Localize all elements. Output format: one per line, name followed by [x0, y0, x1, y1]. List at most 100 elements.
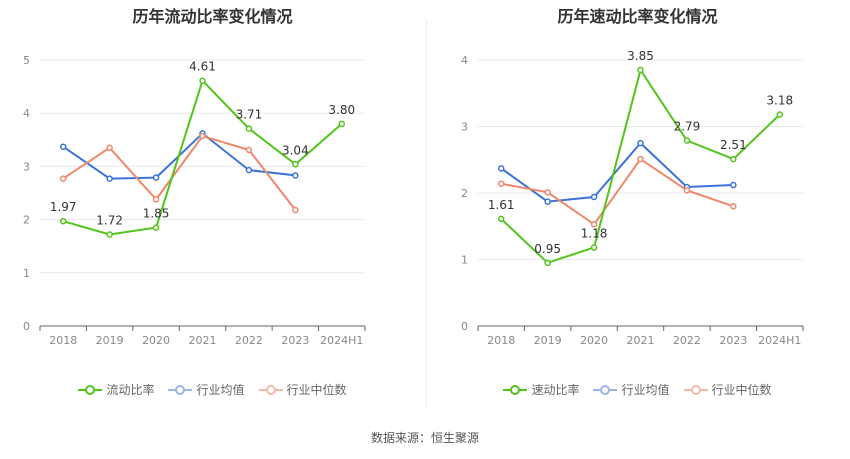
series-line	[62, 134, 297, 211]
x-tick-label: 2022	[673, 334, 701, 347]
y-tick-label: 0	[461, 320, 468, 333]
data-label: 1.97	[50, 200, 77, 214]
legend-company-icon	[503, 384, 528, 395]
chart-current-ratio: 历年流动比率变化情况 0 1 2 3 4 5 2018 2019 2020 2021 2022 202…	[0, 0, 425, 420]
legend: 流动比率 行业均值 行业中位数	[0, 381, 425, 398]
data-point	[338, 120, 346, 128]
data-point	[730, 203, 737, 210]
data-label: 3.04	[282, 143, 309, 157]
chart-title: 历年流动比率变化情况	[132, 7, 293, 26]
data-point	[199, 77, 206, 84]
legend-item-industry-avg[interactable]: 行业均值	[593, 381, 670, 398]
legend-label: 行业中位数	[286, 383, 347, 397]
data-point	[683, 137, 691, 144]
data-point	[59, 143, 67, 150]
data-label: 3.18	[766, 94, 793, 108]
y-tick-label: 3	[461, 121, 468, 134]
data-point	[292, 206, 299, 214]
y-tick-label: 4	[461, 54, 468, 67]
data-point	[730, 181, 737, 189]
data-point	[637, 66, 644, 74]
data-point	[637, 139, 644, 147]
data-point	[245, 125, 253, 132]
data-source-note: 数据来源：恒生聚源	[370, 431, 479, 445]
x-tick-label: 2024H1	[320, 334, 363, 347]
legend-avg-icon	[168, 384, 193, 395]
data-point	[497, 165, 505, 172]
data-point	[245, 146, 253, 154]
legend: 速动比率 行业均值 行业中位数	[425, 381, 850, 398]
plot-area: 0 1 2 3 4 2018 2019 2020 2021 2022 2023 2024H1 1.61 0…	[461, 49, 804, 347]
data-point	[497, 215, 505, 223]
data-point	[106, 175, 113, 182]
data-label: 1.18	[581, 227, 608, 241]
data-point	[152, 224, 160, 231]
x-tick-label: 2021	[627, 334, 655, 347]
data-label: 1.61	[488, 198, 515, 212]
data-point	[590, 221, 598, 228]
legend-company-icon	[78, 384, 103, 395]
y-tick-label: 4	[23, 107, 30, 120]
panel-divider	[426, 20, 427, 410]
data-label: 3.85	[627, 49, 654, 63]
y-tick-label: 3	[23, 160, 30, 173]
data-label: 2.79	[674, 119, 701, 133]
data-point	[776, 111, 784, 118]
y-tick-label: 2	[461, 187, 468, 200]
data-label: 3.71	[236, 108, 263, 122]
x-tick-label: 2020	[580, 334, 608, 347]
data-point	[544, 189, 551, 196]
legend-item-industry-median[interactable]: 行业中位数	[258, 381, 347, 398]
series-line	[500, 141, 734, 203]
data-point	[292, 172, 299, 179]
x-tick-label: 2019	[96, 334, 124, 347]
data-point	[730, 155, 737, 163]
legend-median-icon	[258, 384, 283, 395]
data-point	[245, 166, 253, 174]
x-tick-label: 2023	[719, 334, 747, 347]
x-tick-label: 2024H1	[758, 334, 801, 347]
data-point	[59, 175, 67, 182]
legend-label: 行业均值	[621, 383, 670, 397]
legend-label: 速动比率	[531, 383, 580, 397]
data-point	[152, 196, 160, 203]
data-point	[152, 174, 160, 181]
chart-quick-ratio: 历年速动比率变化情况 0 1 2 3 4 2018 2019 2020 2021 2022 2023…	[425, 0, 850, 420]
series-line	[501, 157, 734, 226]
x-tick-label: 2018	[49, 334, 77, 347]
data-point	[106, 144, 113, 152]
x-tick-label: 2022	[235, 334, 263, 347]
legend-label: 行业中位数	[711, 383, 772, 397]
legend-item-company[interactable]: 速动比率	[503, 381, 579, 398]
y-tick-label: 5	[23, 54, 30, 67]
series-line	[500, 67, 781, 264]
y-tick-label: 1	[23, 267, 30, 280]
data-point	[590, 193, 598, 201]
x-tick-label: 2023	[281, 334, 309, 347]
data-point	[199, 132, 206, 140]
data-label: 1.72	[96, 213, 123, 227]
legend-avg-icon	[593, 384, 618, 395]
legend-label: 行业均值	[196, 383, 245, 397]
legend-label: 流动比率	[106, 383, 155, 397]
y-tick-label: 2	[23, 214, 30, 227]
data-point	[292, 161, 299, 168]
data-point	[544, 259, 551, 267]
x-tick-label: 2018	[487, 334, 515, 347]
data-label: 3.80	[328, 103, 355, 117]
legend-item-industry-median[interactable]: 行业中位数	[683, 381, 772, 398]
plot-area: 0 1 2 3 4 5 2018 2019 2020 2021 2022 2023 2024H1 1.97…	[23, 54, 366, 347]
data-point	[683, 187, 691, 194]
legend-median-icon	[683, 384, 708, 395]
data-label: 4.61	[189, 60, 216, 74]
data-point	[544, 198, 551, 205]
legend-item-industry-avg[interactable]: 行业均值	[168, 381, 245, 398]
data-label: 2.51	[720, 138, 747, 152]
y-tick-label: 0	[23, 320, 30, 333]
x-tick-label: 2020	[142, 334, 170, 347]
chart-title: 历年速动比率变化情况	[557, 7, 718, 26]
data-point	[590, 244, 598, 251]
data-point	[497, 180, 505, 187]
x-tick-label: 2021	[189, 334, 217, 347]
legend-item-company[interactable]: 流动比率	[78, 381, 154, 398]
